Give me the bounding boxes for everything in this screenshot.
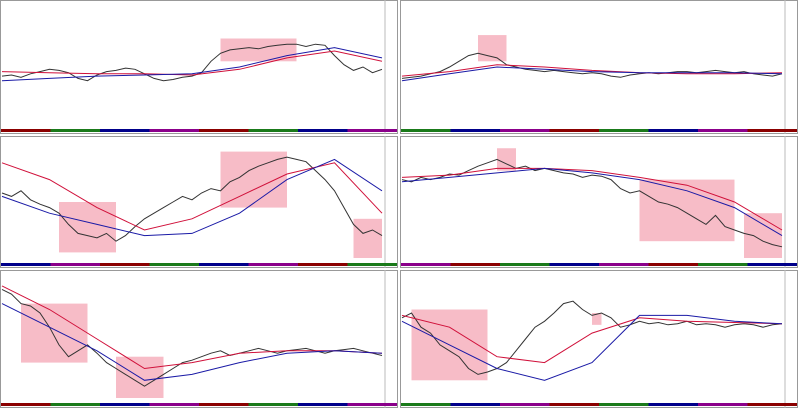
status-strip: [450, 129, 500, 132]
blue-moving-average: [1, 47, 383, 82]
status-strip: [149, 263, 199, 266]
price-line: [401, 300, 783, 375]
price-line: [401, 158, 783, 248]
status-strip: [500, 403, 550, 406]
panel: [400, 136, 798, 268]
zone: [744, 213, 782, 258]
status-strip: [1, 263, 51, 266]
red-moving-average: [401, 314, 783, 364]
red-moving-average: [1, 285, 383, 370]
blue-moving-average: [1, 303, 383, 381]
zone: [497, 148, 516, 171]
zone: [639, 179, 735, 242]
status-strip: [549, 263, 599, 266]
status-strip: [50, 403, 100, 406]
status-strip: [599, 129, 649, 132]
status-strip: [347, 403, 397, 406]
zone: [592, 313, 602, 325]
price-line: [1, 156, 383, 242]
zone: [21, 303, 88, 363]
status-strip: [248, 403, 298, 406]
panel: [400, 0, 798, 134]
status-strip: [347, 263, 397, 266]
status-strip: [698, 403, 748, 406]
status-strip: [50, 263, 100, 266]
status-strip: [698, 129, 748, 132]
status-strip: [500, 263, 550, 266]
status-strip: [149, 129, 199, 132]
zone: [220, 38, 297, 62]
status-strip: [401, 403, 451, 406]
status-strip: [500, 129, 550, 132]
panel: [0, 0, 398, 134]
status-strip: [450, 263, 500, 266]
status-strip: [648, 403, 698, 406]
status-strip: [347, 129, 397, 132]
status-strip: [401, 263, 451, 266]
status-strip: [1, 403, 51, 406]
red-moving-average: [401, 167, 783, 231]
price-line: [1, 43, 383, 82]
status-strip: [450, 403, 500, 406]
status-strip: [100, 403, 150, 406]
status-strip: [50, 129, 100, 132]
blue-moving-average: [401, 66, 783, 82]
status-strip: [149, 403, 199, 406]
status-strip: [698, 263, 748, 266]
blue-moving-average: [401, 314, 783, 381]
price-line: [401, 52, 783, 79]
status-strip: [648, 129, 698, 132]
status-strip: [747, 263, 797, 266]
status-strip: [1, 129, 51, 132]
red-moving-average: [1, 50, 383, 76]
zone: [59, 202, 116, 253]
status-strip: [298, 263, 348, 266]
status-strip: [199, 263, 249, 266]
status-strip: [298, 403, 348, 406]
status-strip: [248, 263, 298, 266]
status-strip: [298, 129, 348, 132]
status-strip: [401, 129, 451, 132]
blue-moving-average: [1, 158, 383, 237]
blue-moving-average: [401, 167, 783, 237]
zone: [353, 218, 382, 258]
status-strip: [599, 263, 649, 266]
status-strip: [648, 263, 698, 266]
status-strip: [199, 129, 249, 132]
status-strip: [549, 403, 599, 406]
status-strip: [549, 129, 599, 132]
status-strip: [747, 403, 797, 406]
zone: [478, 35, 507, 62]
status-strip: [199, 403, 249, 406]
status-strip: [100, 129, 150, 132]
status-strip: [248, 129, 298, 132]
status-strip: [100, 263, 150, 266]
status-strip: [599, 403, 649, 406]
red-moving-average: [401, 64, 783, 77]
status-strip: [747, 129, 797, 132]
